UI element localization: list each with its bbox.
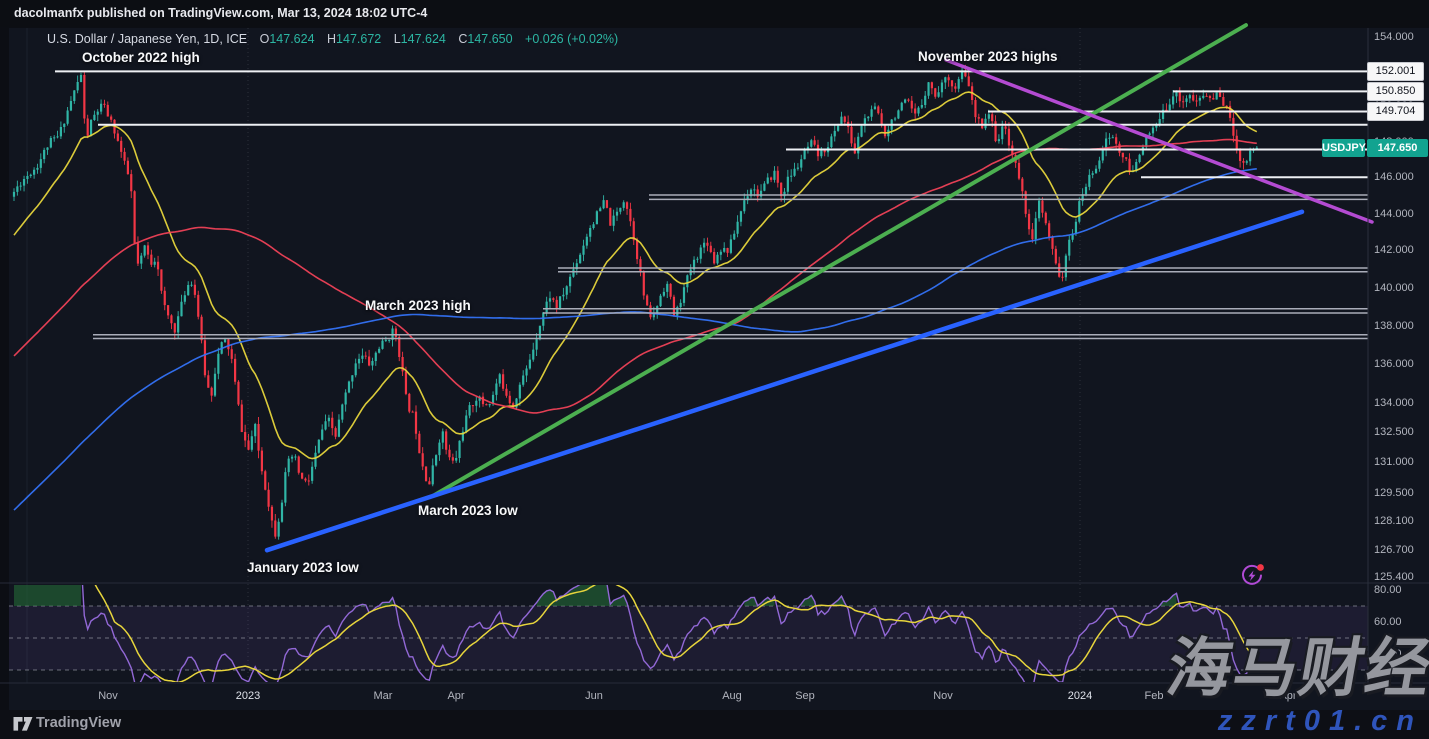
price-tick-125.400: 125.400 bbox=[1374, 571, 1414, 584]
watermark-url: zzrt01.cn bbox=[1217, 705, 1423, 737]
time-tick-Nov: Nov bbox=[933, 690, 953, 702]
low-value: 147.624 bbox=[400, 32, 446, 46]
attribution-text: dacolmanfx published on TradingView.com,… bbox=[14, 6, 428, 20]
time-tick-Apr: Apr bbox=[447, 690, 465, 702]
attribution-bar: dacolmanfx published on TradingView.com,… bbox=[0, 0, 1429, 27]
annotation-october-2022-high[interactable]: October 2022 high bbox=[82, 50, 200, 65]
fast-ema-line[interactable] bbox=[13, 91, 1258, 460]
badge-symbol: USDJPY bbox=[1322, 138, 1366, 157]
price-tick-138.000: 138.000 bbox=[1374, 319, 1414, 332]
price-tick-134.000: 134.000 bbox=[1374, 396, 1414, 409]
rsi-overbought-fill bbox=[801, 595, 815, 606]
annotation-march-2023-low[interactable]: March 2023 low bbox=[418, 503, 518, 518]
time-tick-Nov: Nov bbox=[98, 690, 118, 702]
time-tick-Aug: Aug bbox=[722, 690, 742, 702]
notification-dot bbox=[1257, 564, 1264, 571]
tradingview-brand[interactable]: TradingView bbox=[36, 715, 122, 731]
january-2023-low-uptrend-trendline[interactable] bbox=[264, 209, 1305, 553]
open-label: O bbox=[259, 32, 270, 46]
price-tick-126.700: 126.700 bbox=[1374, 544, 1414, 557]
level-label-150.850: 150.850 bbox=[1367, 81, 1424, 101]
time-tick-Sep: Sep bbox=[795, 690, 815, 702]
price-tick-142.000: 142.000 bbox=[1374, 244, 1414, 257]
price-tick-140.000: 140.000 bbox=[1374, 281, 1414, 294]
close-label: C bbox=[458, 32, 468, 46]
time-tick-2024: 2024 bbox=[1067, 690, 1093, 702]
footer-bar bbox=[0, 710, 1429, 739]
close-value: 147.650 bbox=[467, 32, 513, 46]
november-2023-downtrend-trendline[interactable] bbox=[944, 58, 1374, 224]
time-tick-Feb: Feb bbox=[1144, 690, 1164, 702]
tradingview-logo-icon[interactable] bbox=[13, 716, 33, 732]
rsi-tick-80.00: 80.00 bbox=[1374, 584, 1402, 596]
price-tick-144.000: 144.000 bbox=[1374, 207, 1414, 220]
change-value: +0.026 (+0.02%) bbox=[525, 32, 619, 46]
rsi-line[interactable] bbox=[14, 558, 1258, 691]
high-label: H bbox=[327, 32, 337, 46]
lightning-bolt-icon bbox=[1248, 570, 1256, 581]
open-value: 147.624 bbox=[269, 32, 315, 46]
price-tick-131.000: 131.000 bbox=[1374, 456, 1414, 469]
symbol-header[interactable]: U.S. Dollar / Japanese Yen, 1D, ICE O147… bbox=[47, 32, 618, 46]
time-tick-Mar: Mar bbox=[373, 690, 393, 702]
boost-circle bbox=[1242, 564, 1262, 585]
level-label-152.001: 152.001 bbox=[1367, 61, 1424, 81]
boost-icon[interactable] bbox=[1238, 562, 1266, 590]
annotation-march-2023-high[interactable]: March 2023 high bbox=[365, 298, 471, 313]
rsi-overbought-fill bbox=[14, 585, 81, 606]
price-tick-132.500: 132.500 bbox=[1374, 426, 1414, 439]
rsi-ma-line[interactable] bbox=[14, 558, 1258, 682]
annotation-january-2023-low[interactable]: January 2023 low bbox=[247, 560, 359, 575]
level-label-149.704: 149.704 bbox=[1367, 101, 1424, 121]
symbol-title[interactable]: U.S. Dollar / Japanese Yen, 1D, ICE bbox=[47, 32, 248, 46]
annotation-november-2023-highs[interactable]: November 2023 highs bbox=[918, 49, 1058, 64]
price-tick-146.000: 146.000 bbox=[1374, 171, 1414, 184]
low-label: L bbox=[393, 32, 401, 46]
time-tick-Jun: Jun bbox=[585, 690, 603, 702]
price-tick-128.100: 128.100 bbox=[1374, 515, 1414, 528]
rsi-overbought-fill bbox=[536, 585, 628, 606]
march-2023-low-uptrend-trendline[interactable] bbox=[431, 23, 1248, 498]
watermark-cn: 海马财经 bbox=[1161, 632, 1429, 704]
price-tick-154.000: 154.000 bbox=[1374, 31, 1414, 43]
time-tick-2023: 2023 bbox=[235, 690, 261, 702]
badge-price: 147.650 bbox=[1367, 138, 1428, 157]
price-tick-129.500: 129.500 bbox=[1374, 486, 1414, 499]
high-value: 147.672 bbox=[336, 32, 382, 46]
rsi-tick-40.00: 40.00 bbox=[1374, 648, 1402, 660]
price-tick-136.000: 136.000 bbox=[1374, 357, 1414, 370]
time-tick-Apr: Apr bbox=[1279, 690, 1297, 702]
rsi-overbought-fill bbox=[379, 597, 393, 606]
rsi-tick-60.00: 60.00 bbox=[1374, 616, 1402, 628]
slow-sma-line[interactable] bbox=[13, 168, 1257, 511]
